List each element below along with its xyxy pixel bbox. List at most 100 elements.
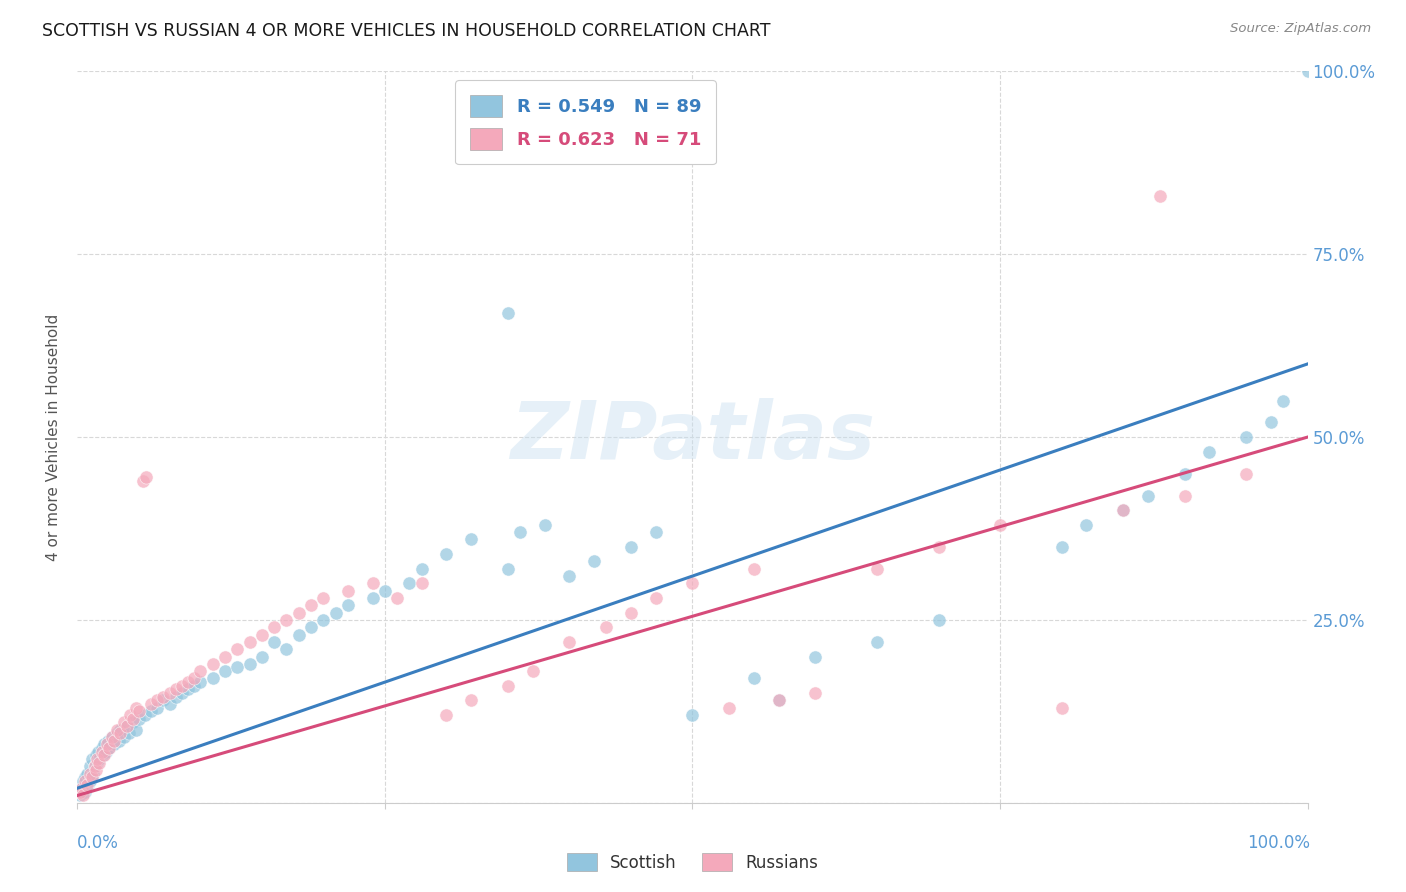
- Point: [87, 745, 110, 759]
- Point: [72, 777, 94, 792]
- Text: ZIPatlas: ZIPatlas: [510, 398, 875, 476]
- Point: [128, 705, 150, 719]
- Point: [79, 759, 101, 773]
- Point: [90, 740, 114, 755]
- Point: [595, 620, 617, 634]
- Point: [86, 756, 108, 770]
- Point: [75, 781, 97, 796]
- Point: [276, 613, 298, 627]
- Point: [82, 766, 104, 780]
- Point: [583, 554, 606, 568]
- Point: [214, 664, 236, 678]
- Point: [93, 748, 115, 763]
- Point: [177, 682, 200, 697]
- Point: [288, 627, 311, 641]
- Point: [146, 700, 169, 714]
- Point: [118, 726, 141, 740]
- Point: [201, 657, 224, 671]
- Point: [80, 770, 103, 784]
- Y-axis label: 4 or more Vehicles in Household: 4 or more Vehicles in Household: [46, 313, 62, 561]
- Point: [115, 719, 138, 733]
- Point: [76, 777, 98, 792]
- Point: [101, 730, 124, 744]
- Point: [1112, 503, 1135, 517]
- Point: [115, 719, 138, 733]
- Point: [70, 781, 93, 796]
- Point: [214, 649, 236, 664]
- Point: [682, 576, 704, 591]
- Point: [509, 525, 531, 540]
- Point: [1136, 489, 1159, 503]
- Point: [170, 686, 193, 700]
- Point: [250, 627, 273, 641]
- Point: [131, 474, 153, 488]
- Point: [1174, 489, 1197, 503]
- Point: [110, 726, 132, 740]
- Point: [72, 789, 94, 803]
- Point: [165, 690, 187, 704]
- Point: [103, 733, 125, 747]
- Point: [768, 693, 790, 707]
- Point: [1198, 444, 1220, 458]
- Point: [79, 773, 101, 788]
- Point: [135, 470, 157, 484]
- Text: Source: ZipAtlas.com: Source: ZipAtlas.com: [1230, 22, 1371, 36]
- Point: [928, 540, 950, 554]
- Point: [82, 770, 104, 784]
- Point: [73, 773, 96, 788]
- Point: [141, 697, 163, 711]
- Point: [988, 517, 1011, 532]
- Point: [460, 533, 482, 547]
- Text: SCOTTISH VS RUSSIAN 4 OR MORE VEHICLES IN HOUSEHOLD CORRELATION CHART: SCOTTISH VS RUSSIAN 4 OR MORE VEHICLES I…: [42, 22, 770, 40]
- Point: [110, 723, 132, 737]
- Point: [70, 781, 93, 796]
- Point: [742, 562, 765, 576]
- Point: [98, 740, 121, 755]
- Point: [288, 606, 311, 620]
- Point: [312, 613, 335, 627]
- Point: [1149, 188, 1171, 202]
- Point: [112, 715, 135, 730]
- Point: [411, 562, 433, 576]
- Point: [1050, 700, 1073, 714]
- Point: [361, 591, 384, 605]
- Point: [866, 562, 889, 576]
- Point: [84, 763, 107, 777]
- Point: [86, 752, 108, 766]
- Point: [69, 785, 91, 799]
- Point: [83, 759, 105, 773]
- Point: [125, 700, 148, 714]
- Point: [460, 693, 482, 707]
- Point: [1112, 503, 1135, 517]
- Point: [201, 672, 224, 686]
- Point: [1272, 393, 1295, 408]
- Point: [928, 613, 950, 627]
- Point: [70, 785, 93, 799]
- Point: [496, 679, 519, 693]
- Point: [620, 606, 643, 620]
- Point: [436, 708, 458, 723]
- Point: [436, 547, 458, 561]
- Point: [1076, 517, 1098, 532]
- Point: [866, 635, 889, 649]
- Point: [190, 664, 212, 678]
- Point: [159, 686, 181, 700]
- Point: [177, 675, 200, 690]
- Point: [96, 737, 118, 751]
- Point: [534, 517, 557, 532]
- Point: [159, 697, 181, 711]
- Point: [496, 306, 519, 320]
- Point: [98, 740, 121, 755]
- Point: [93, 737, 115, 751]
- Point: [77, 777, 100, 792]
- Point: [165, 682, 187, 697]
- Point: [183, 672, 205, 686]
- Point: [121, 715, 143, 730]
- Point: [644, 591, 666, 605]
- Point: [337, 583, 360, 598]
- Point: [121, 712, 143, 726]
- Point: [91, 748, 114, 763]
- Point: [97, 733, 120, 747]
- Point: [620, 540, 643, 554]
- Point: [1050, 540, 1073, 554]
